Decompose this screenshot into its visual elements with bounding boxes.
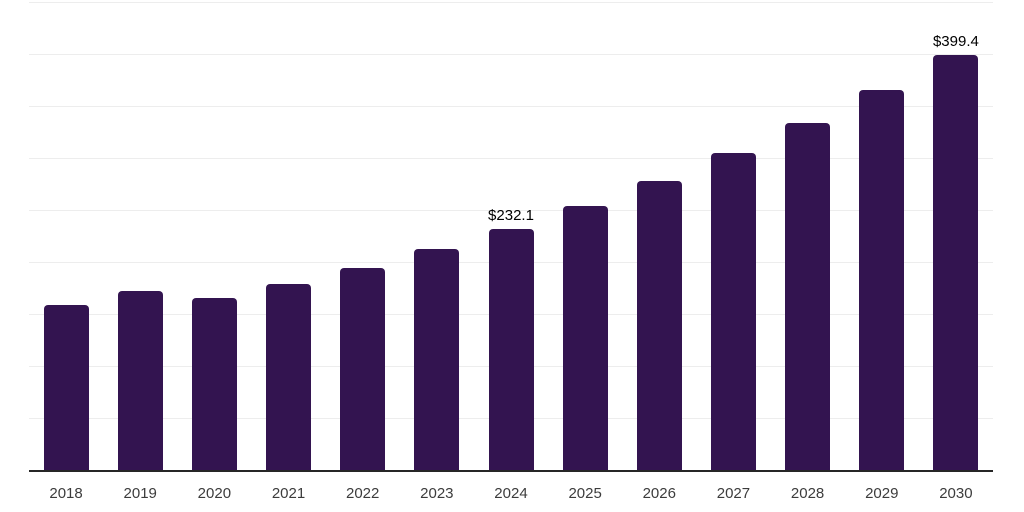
bar-2030 [933, 54, 979, 470]
gridline-450 [29, 2, 993, 3]
gridline-400 [29, 54, 993, 55]
bar-2018 [43, 304, 89, 470]
x-tick-label-2025: 2025 [568, 485, 602, 502]
x-tick-label-2019: 2019 [123, 485, 157, 502]
bar-2019 [117, 291, 163, 470]
x-tick-label-2023: 2023 [420, 485, 454, 502]
x-tick-label-2022: 2022 [345, 485, 380, 502]
x-tick-label-2024: 2024 [494, 485, 528, 502]
x-tick-label-2020: 2020 [197, 485, 232, 502]
bar-2026 [636, 180, 682, 470]
x-tick-label-2027: 2027 [716, 485, 751, 502]
bar-2029 [859, 90, 905, 470]
x-tick-label-2028: 2028 [790, 485, 825, 502]
bar-2028 [785, 123, 831, 470]
gridline-250 [29, 210, 993, 211]
bar-2023 [414, 249, 460, 470]
value-label-2024: $232.1 [488, 206, 534, 224]
x-tick-label-2029: 2029 [865, 485, 899, 502]
bar-2024 [488, 228, 534, 470]
gridline-300 [29, 158, 993, 159]
bar-2021 [266, 284, 312, 470]
gridline-350 [29, 106, 993, 107]
value-label-2030: $399.4 [932, 32, 979, 50]
x-tick-label-2026: 2026 [642, 485, 676, 502]
bar-2022 [340, 268, 386, 470]
x-axis-line [29, 470, 993, 472]
bar-2025 [562, 205, 608, 470]
x-tick-label-2030: 2030 [939, 485, 973, 502]
bar-2027 [710, 153, 756, 470]
x-tick-label-2018: 2018 [49, 485, 83, 502]
bar-2020 [191, 297, 237, 470]
x-tick-label-2021: 2021 [271, 485, 306, 502]
